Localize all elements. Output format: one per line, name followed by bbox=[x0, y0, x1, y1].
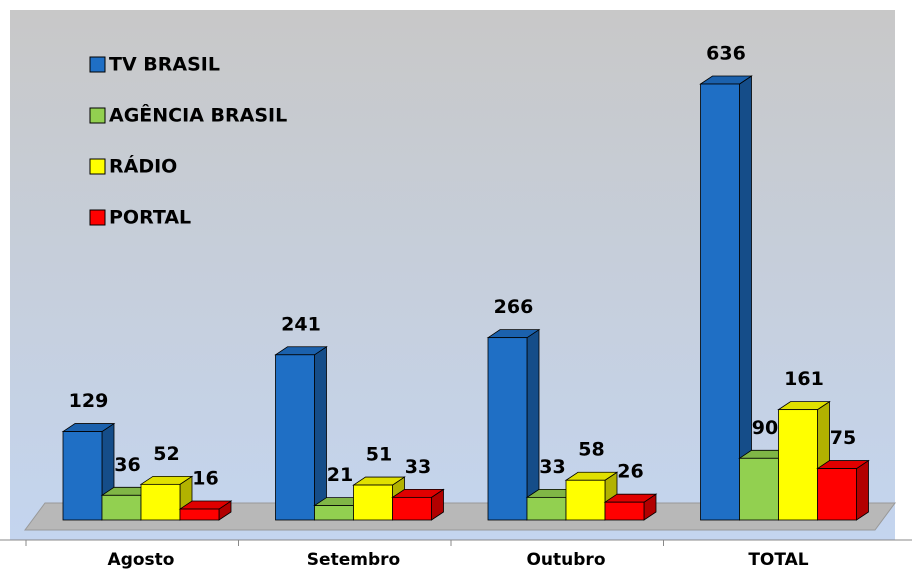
data-label: 33 bbox=[405, 456, 431, 478]
legend-label: TV BRASIL bbox=[109, 54, 220, 76]
x-tick-label: Setembro bbox=[307, 550, 400, 570]
legend-swatch bbox=[89, 107, 106, 124]
data-label: 266 bbox=[494, 296, 534, 318]
x-tick-label: Agosto bbox=[108, 550, 175, 570]
data-label: 636 bbox=[706, 43, 746, 65]
x-tick-label: TOTAL bbox=[748, 550, 808, 570]
legend-swatch bbox=[89, 56, 106, 73]
bar-top-shade bbox=[817, 460, 869, 469]
bar-top-shade bbox=[141, 476, 192, 485]
bar bbox=[817, 468, 857, 521]
data-label: 33 bbox=[539, 456, 565, 478]
data-label: 52 bbox=[153, 443, 179, 465]
data-label: 129 bbox=[69, 390, 109, 412]
data-label: 36 bbox=[114, 454, 140, 476]
bar-side-shade bbox=[314, 346, 327, 520]
bar-top-shade bbox=[605, 494, 656, 503]
bar-side-shade bbox=[739, 76, 752, 520]
legend-label: AGÊNCIA BRASIL bbox=[109, 104, 287, 127]
bar-top-shade bbox=[392, 489, 444, 498]
legend-swatch bbox=[89, 209, 106, 226]
data-label: 75 bbox=[830, 427, 856, 449]
data-label: 26 bbox=[617, 461, 643, 483]
bar-side-shade bbox=[856, 460, 869, 520]
bar bbox=[778, 409, 818, 521]
bar-top-shade bbox=[527, 489, 578, 498]
legend-label: PORTAL bbox=[109, 207, 191, 229]
data-label: 21 bbox=[327, 464, 353, 486]
bar-top-shade bbox=[63, 423, 114, 432]
data-label: 161 bbox=[784, 368, 824, 390]
bar bbox=[101, 494, 142, 521]
bar-top-shade bbox=[700, 76, 752, 84]
bar-top-shade bbox=[102, 487, 153, 496]
bar-top-shade bbox=[275, 346, 327, 355]
data-label: 16 bbox=[192, 468, 218, 490]
bar bbox=[565, 479, 606, 521]
bar bbox=[604, 501, 645, 521]
bar-top-shade bbox=[778, 401, 830, 410]
bar bbox=[700, 83, 740, 521]
bar-top-shade bbox=[353, 477, 405, 486]
bar-side-shade bbox=[527, 329, 539, 520]
bar bbox=[275, 354, 315, 521]
bar bbox=[392, 496, 432, 521]
bar-top-shade bbox=[180, 501, 231, 510]
data-label: 51 bbox=[366, 444, 392, 466]
bar bbox=[487, 337, 528, 521]
x-tick-label: Outubro bbox=[526, 550, 605, 570]
bar-side-shade bbox=[219, 501, 231, 520]
data-label: 241 bbox=[281, 313, 321, 335]
bar-top-shade bbox=[739, 450, 791, 459]
legend-label: RÁDIO bbox=[109, 155, 177, 178]
bar-top-shade bbox=[566, 472, 617, 481]
bar bbox=[140, 483, 181, 521]
floor bbox=[24, 502, 896, 531]
bar bbox=[739, 457, 779, 521]
data-label: 90 bbox=[752, 417, 778, 439]
bar bbox=[526, 496, 567, 521]
legend-swatch bbox=[89, 158, 106, 175]
bar-top-shade bbox=[488, 329, 539, 338]
bar bbox=[179, 508, 220, 521]
bar bbox=[353, 484, 393, 521]
data-label: 58 bbox=[578, 439, 604, 461]
bar bbox=[314, 505, 354, 521]
bar-side-shade bbox=[431, 489, 444, 520]
bar-top-shade bbox=[314, 497, 366, 506]
bar bbox=[62, 431, 103, 521]
